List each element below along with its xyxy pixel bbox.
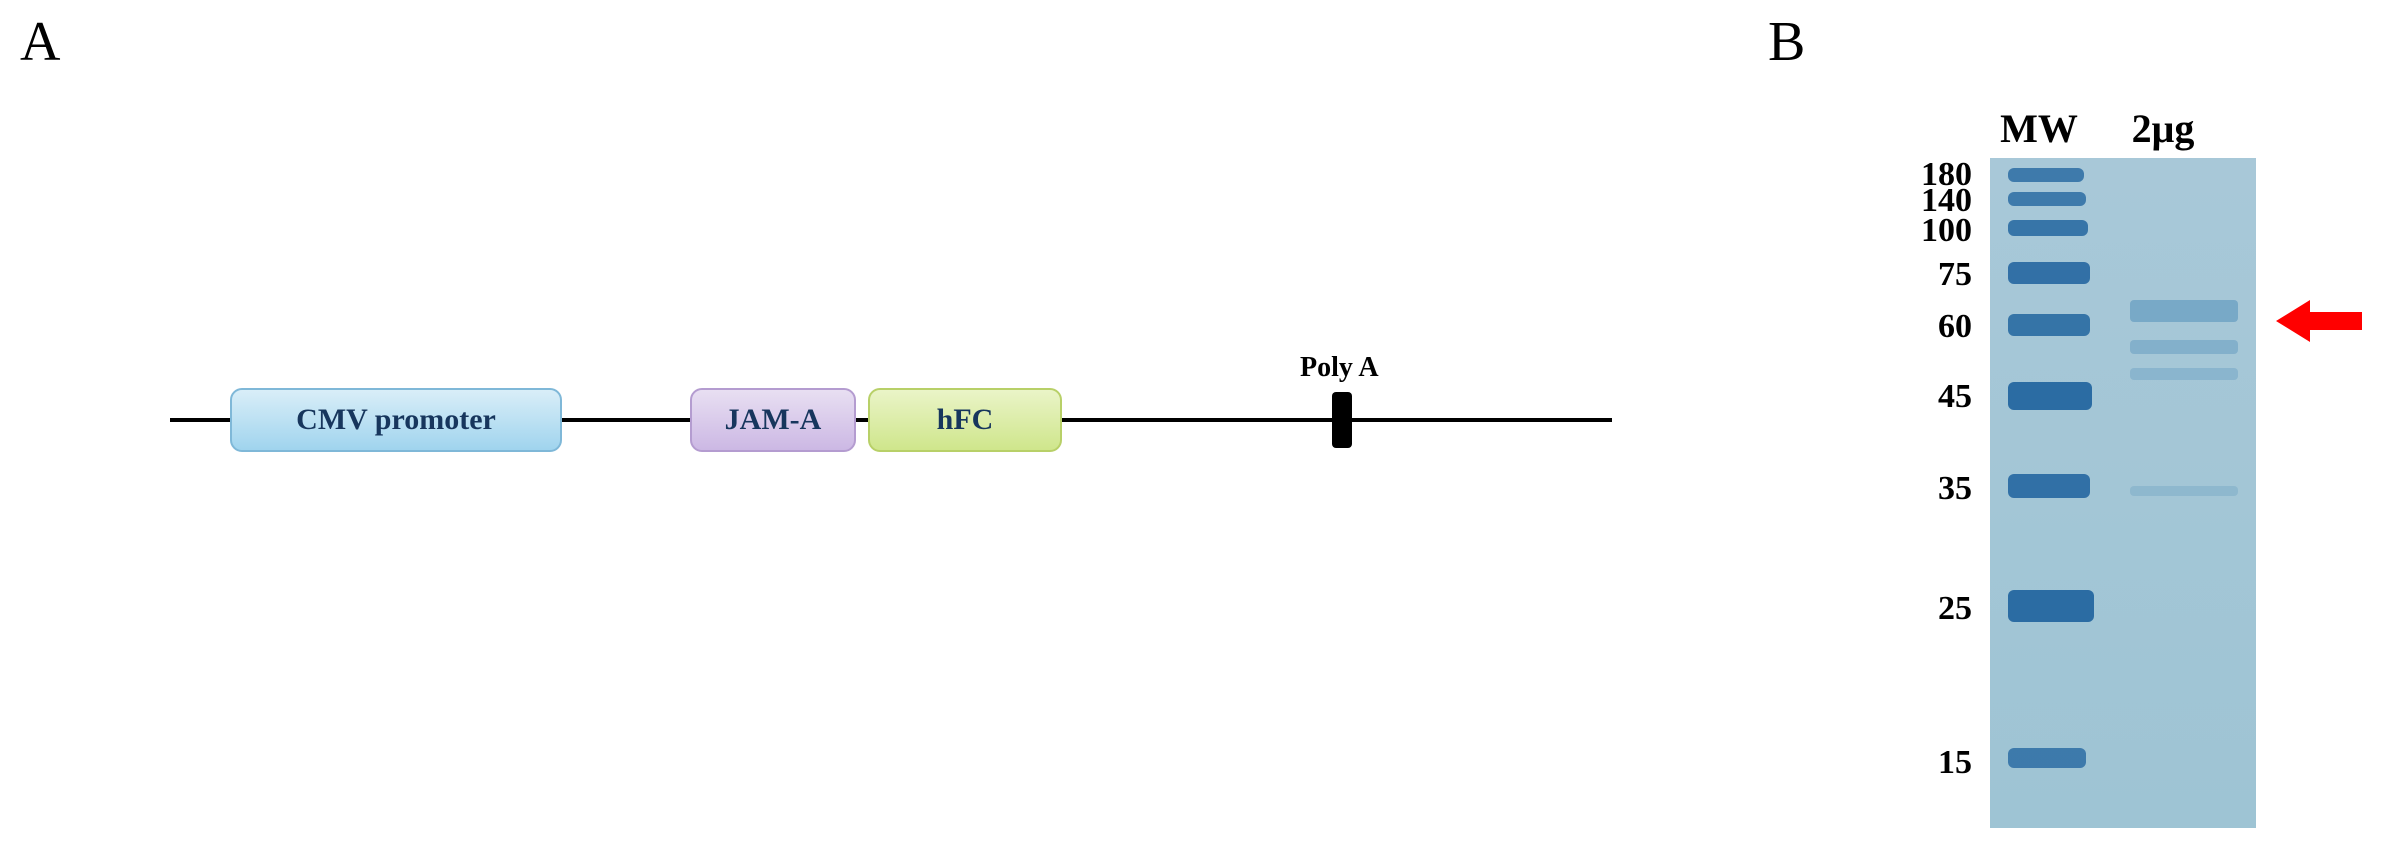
ladder-band (2008, 220, 2088, 236)
ladder-band (2008, 314, 2090, 336)
construct-backbone (1062, 418, 1332, 422)
sample-band (2130, 300, 2238, 322)
mw-label: 25 (1902, 590, 1972, 628)
target-band-arrow-icon (2276, 296, 2362, 346)
construct-backbone (1352, 418, 1612, 422)
sample-band (2130, 486, 2238, 496)
sample-band (2130, 340, 2238, 354)
hfc-box: hFC (868, 388, 1062, 452)
construct-backbone (856, 418, 868, 422)
construct-backbone (562, 418, 690, 422)
cmv-promoter-box: CMV promoter (230, 388, 562, 452)
ladder-band (2008, 192, 2086, 206)
mw-label: 15 (1902, 744, 1972, 782)
ladder-band (2008, 748, 2086, 768)
mw-label: 60 (1902, 308, 1972, 346)
mw-label: 45 (1902, 378, 1972, 416)
ladder-band (2008, 262, 2090, 284)
lane-label: MW (1994, 105, 2084, 152)
poly-a-box (1332, 392, 1352, 448)
ladder-band (2008, 382, 2092, 410)
ladder-band (2008, 168, 2084, 182)
ladder-band (2008, 474, 2090, 498)
jam-a-box: JAM-A (690, 388, 856, 452)
lane-label: 2μg (2118, 105, 2208, 152)
panel-a-label: A (20, 10, 60, 74)
poly-a-label: Poly A (1300, 352, 1379, 384)
ladder-band (2008, 590, 2094, 622)
mw-label: 100 (1902, 212, 1972, 250)
mw-label: 35 (1902, 470, 1972, 508)
sample-band (2130, 368, 2238, 380)
mw-label: 75 (1902, 256, 1972, 294)
panel-b-label: B (1768, 10, 1805, 74)
construct-backbone (170, 418, 230, 422)
gene-construct: CMV promoterJAM-AhFCPoly A (170, 370, 1610, 490)
